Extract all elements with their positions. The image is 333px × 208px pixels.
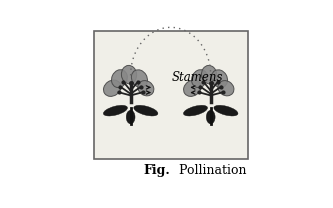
Ellipse shape xyxy=(138,80,154,96)
Ellipse shape xyxy=(201,65,217,84)
Ellipse shape xyxy=(126,110,135,124)
Text: Fig.: Fig. xyxy=(144,164,171,177)
Ellipse shape xyxy=(183,80,201,96)
Ellipse shape xyxy=(103,105,128,116)
Bar xyxy=(94,31,247,160)
Ellipse shape xyxy=(214,105,238,116)
Ellipse shape xyxy=(104,80,121,96)
Ellipse shape xyxy=(134,105,158,116)
Ellipse shape xyxy=(218,80,234,96)
Ellipse shape xyxy=(112,70,127,88)
Ellipse shape xyxy=(211,70,227,87)
Ellipse shape xyxy=(132,70,148,87)
Ellipse shape xyxy=(122,65,137,84)
Ellipse shape xyxy=(206,110,215,124)
Ellipse shape xyxy=(191,70,207,88)
Ellipse shape xyxy=(183,105,207,116)
Text: Stamens: Stamens xyxy=(171,71,223,83)
Text: Pollination: Pollination xyxy=(171,164,246,177)
